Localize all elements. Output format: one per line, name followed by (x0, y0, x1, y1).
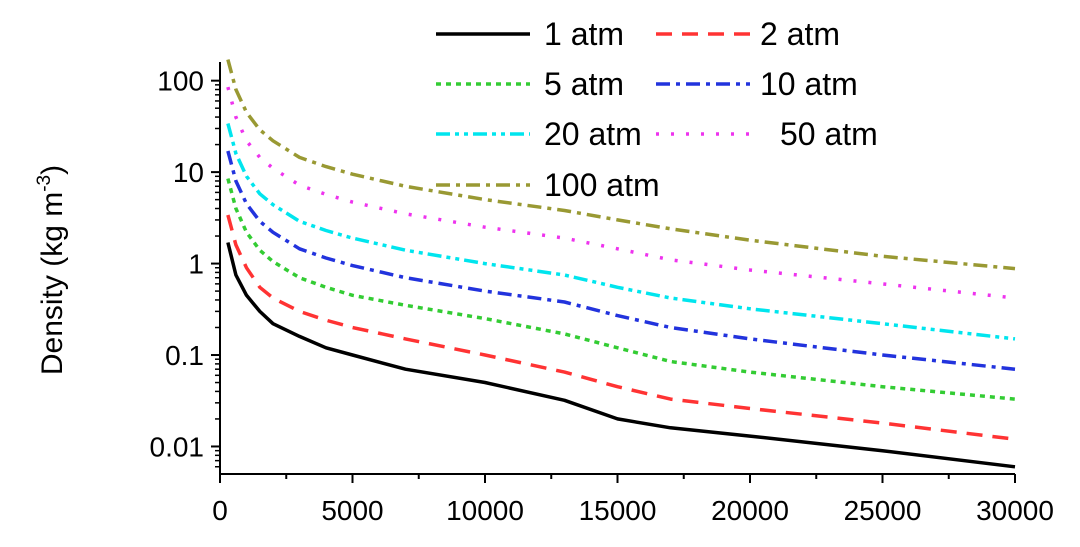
x-tick-label: 10000 (446, 495, 524, 526)
series-group (226, 59, 1016, 469)
x-tick-label: 30000 (976, 495, 1054, 526)
legend-label: 50 atm (780, 116, 878, 152)
series-line-20-atm (226, 123, 1016, 341)
y-tick-label: 10 (173, 157, 204, 188)
x-tick-label: 20000 (711, 495, 789, 526)
series-line-10-atm (226, 150, 1016, 371)
x-tick-label: 25000 (844, 495, 922, 526)
y-tick-label: 100 (157, 66, 204, 97)
legend-label: 20 atm (544, 116, 642, 152)
legend-label: 10 atm (760, 66, 858, 102)
y-axis-label: Density (kg m-3) (34, 165, 69, 375)
legend-label: 2 atm (760, 16, 840, 52)
legend-label: 1 atm (544, 16, 624, 52)
y-tick-label: 1 (188, 249, 204, 280)
y-axis-ticks: 0.01 0.1 1 10 100 (150, 66, 220, 468)
series-line-5-atm (226, 178, 1016, 401)
y-tick-label: 0.1 (165, 340, 204, 371)
y-axis-label-text: Density (kg m (36, 192, 69, 375)
series-line-2-atm (226, 214, 1016, 441)
y-axis-label-close: ) (36, 165, 69, 175)
series-line-100-atm (226, 59, 1016, 271)
y-tick-label: 0.01 (150, 431, 205, 462)
legend-label: 100 atm (544, 167, 660, 203)
series-line-1-atm (226, 242, 1016, 469)
legend: 1 atm 2 atm 5 atm 10 atm 20 atm 50 atm 100 atm (436, 16, 878, 203)
x-tick-label: 0 (212, 495, 228, 526)
y-axis-label-superscript: -3 (34, 175, 55, 192)
x-tick-label: 5000 (321, 495, 383, 526)
x-axis-ticks: 0 5000 10000 15000 20000 25000 30000 (212, 474, 1054, 526)
x-tick-label: 15000 (579, 495, 657, 526)
legend-label: 5 atm (544, 66, 624, 102)
